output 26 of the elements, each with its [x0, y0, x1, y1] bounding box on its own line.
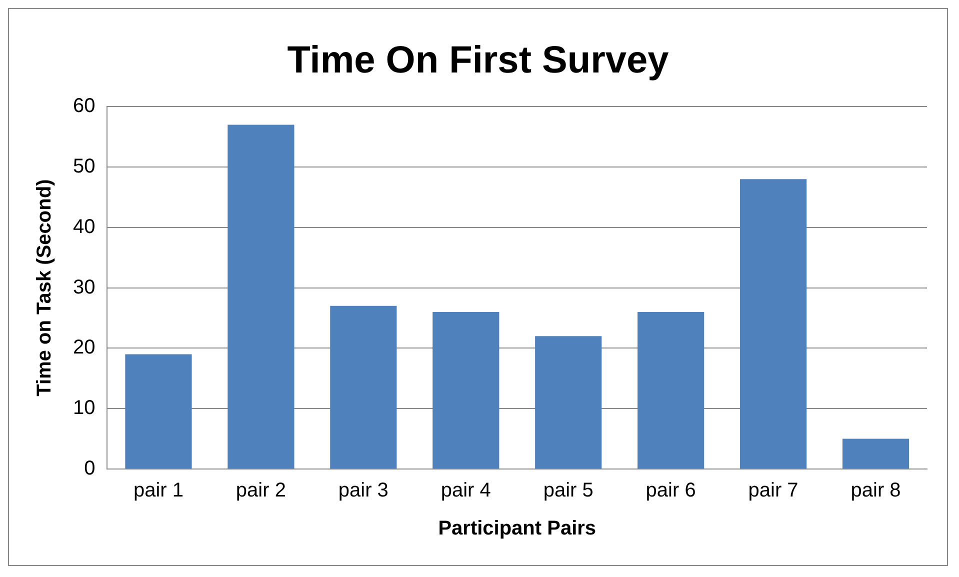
chart-title: Time On First Survey	[287, 39, 669, 82]
x-tick-label: pair 3	[338, 480, 388, 502]
y-tick-label: 30	[72, 276, 96, 298]
x-axis-title: Participant Pairs	[438, 518, 596, 540]
bar	[228, 124, 294, 468]
y-axis-title: Time on Task (Second)	[34, 179, 56, 396]
x-tick-label: pair 6	[646, 480, 696, 502]
y-tick-label: 10	[72, 397, 96, 420]
x-tick-label: pair 2	[236, 480, 286, 502]
bar	[330, 306, 397, 468]
bar	[638, 312, 704, 468]
x-tick-label: pair 7	[748, 480, 798, 502]
x-tick-label: pair 4	[440, 480, 491, 502]
y-tick-label: 0	[84, 458, 96, 480]
y-tick-label: 50	[72, 156, 96, 178]
y-tick-label: 60	[72, 95, 96, 118]
bar	[125, 354, 192, 468]
y-tick-label: 40	[72, 216, 96, 238]
y-tick-label: 20	[72, 336, 96, 359]
bar	[842, 438, 910, 468]
x-tick-label: pair 5	[543, 480, 594, 502]
bar	[535, 336, 602, 468]
x-tick-label: pair 8	[850, 480, 901, 502]
bar	[740, 179, 807, 468]
bar	[432, 312, 500, 468]
x-tick-label: pair 1	[133, 480, 184, 502]
